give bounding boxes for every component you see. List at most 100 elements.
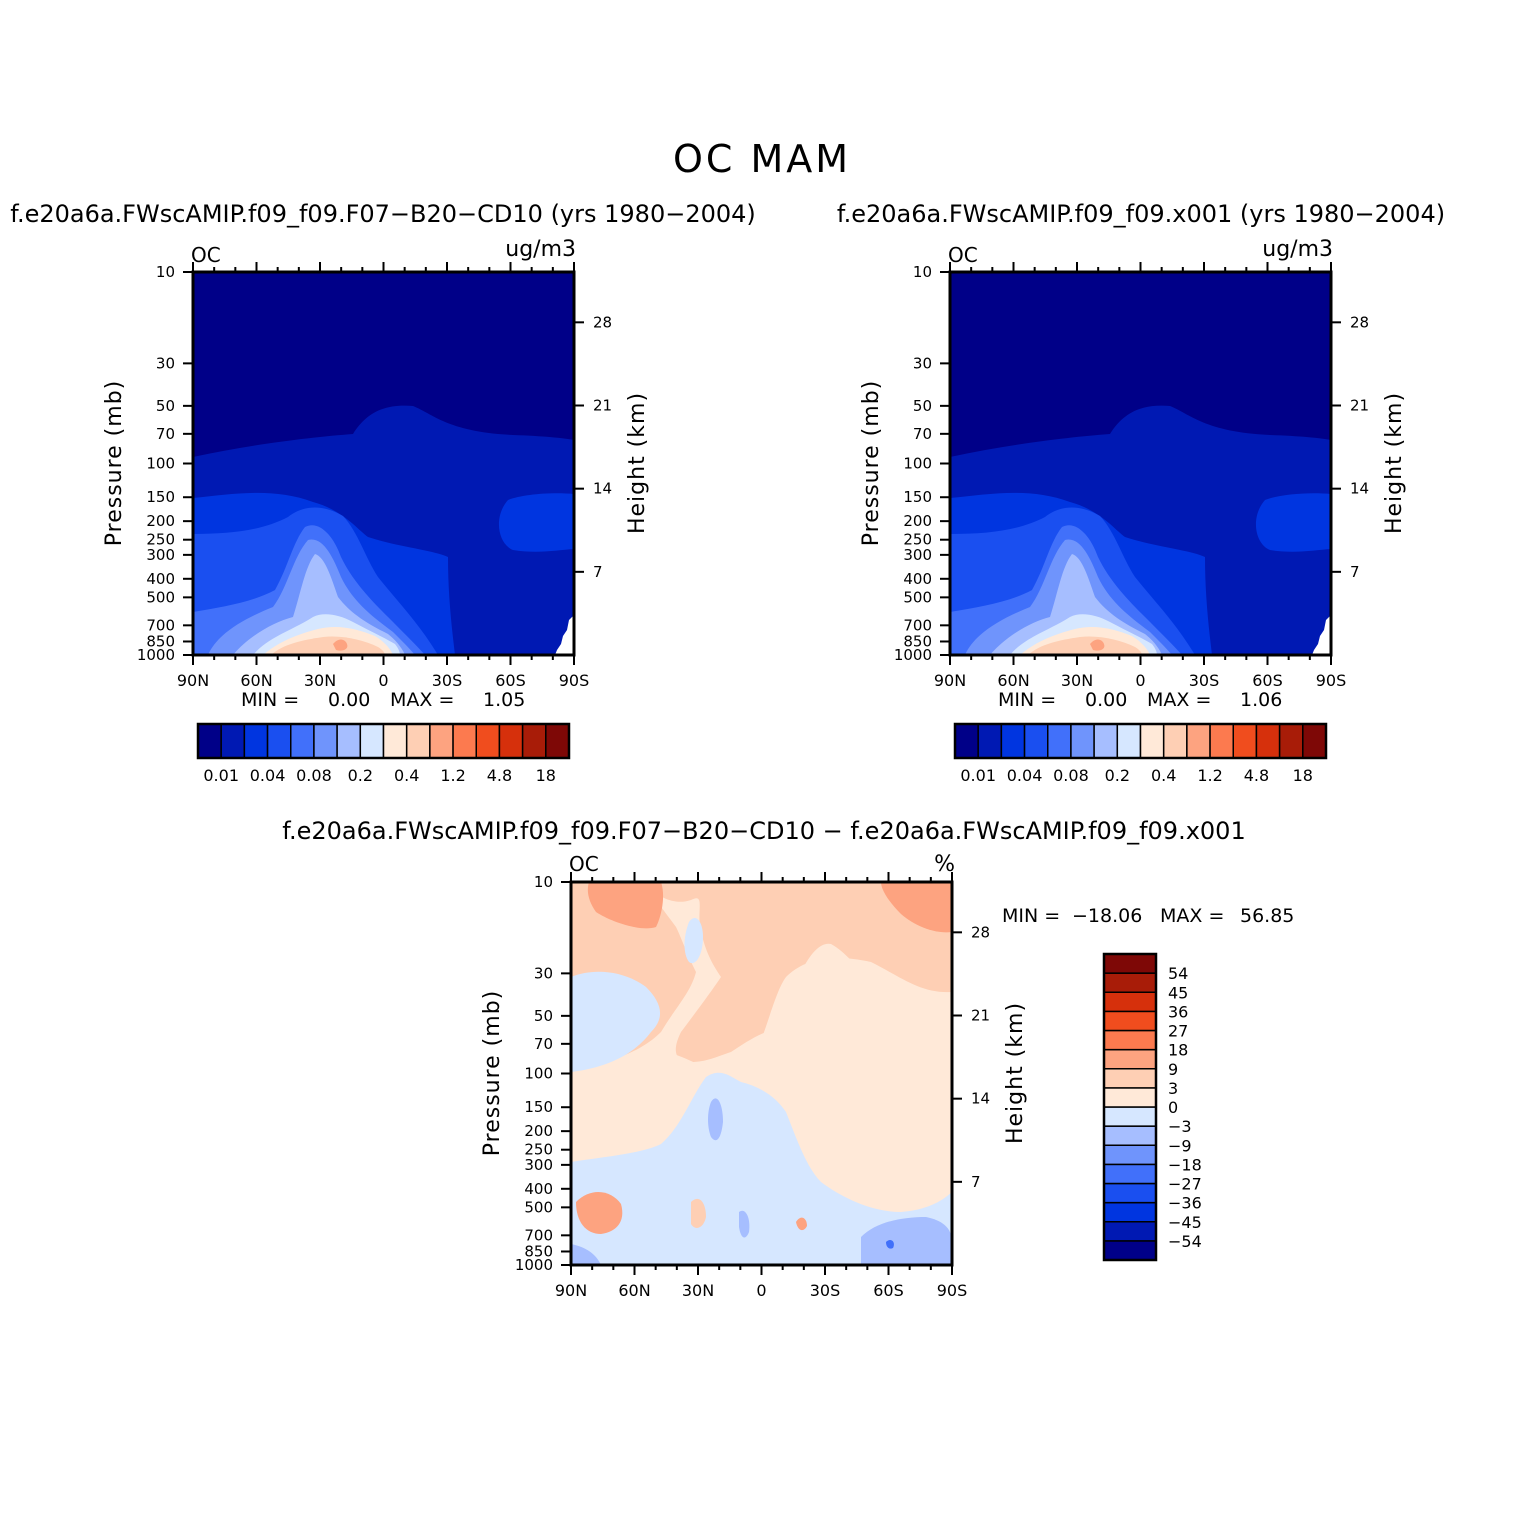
panel-1-p-label-1000: 1000	[137, 646, 175, 664]
panel-1-p-label-250: 250	[146, 531, 175, 549]
panel-2-contour-level-2b	[1255, 493, 1331, 552]
panel-2-cb-label-0.04: 0.04	[1007, 766, 1043, 785]
panel-2-title: f.e20a6a.FWscAMIP.f09_f09.x001 (yrs 1980…	[837, 200, 1445, 228]
panel-1-p-label-10: 10	[156, 263, 175, 281]
panel-1-p-label-150: 150	[146, 488, 175, 506]
panel-2-units: ug/m3	[1262, 237, 1333, 262]
panel-1-cb-label-0.01: 0.01	[203, 766, 239, 785]
panel-2-cb-label-4.8: 4.8	[1244, 766, 1269, 785]
panel-1-p-label-500: 500	[146, 588, 175, 606]
panel-1: f.e20a6a.FWscAMIP.f09_f09.F07−B20−CD10 (…	[10, 200, 756, 785]
colorbar-swatch-15	[1302, 723, 1327, 759]
panel-2-min-label: MIN =	[998, 689, 1056, 711]
panel-2-cb-label-0.01: 0.01	[960, 766, 996, 785]
panel-2-h-label-14: 14	[1350, 480, 1369, 498]
panel-1-pressure-tick-labels: 10 30 50 70 100 150 200 250 300 400 500 …	[137, 263, 175, 664]
panel-1-x-label-60N: 60N	[240, 671, 272, 690]
colorbar-swatch-11	[1209, 723, 1234, 759]
panel-3-p-label-150: 150	[524, 1098, 553, 1116]
panel-1-p-label-70: 70	[156, 425, 175, 443]
colorbar-swatch-1	[977, 723, 1003, 759]
panel-3-cb-label-45: 45	[1168, 983, 1188, 1002]
colorbar-swatch-10	[1186, 723, 1211, 759]
panel-1-h-label-14: 14	[593, 480, 612, 498]
colorbar-swatch-4	[1047, 723, 1072, 759]
panel-3-cb-label-neg27: −27	[1168, 1175, 1202, 1194]
panel-1-ticks	[183, 262, 584, 665]
vcolorbar-swatch-7	[1103, 1106, 1157, 1127]
panel-2-p-label-100: 100	[903, 455, 932, 473]
panel-2-x-label-60N: 60N	[997, 671, 1029, 690]
panel-2-y-axis-label-right: Height (km)	[1382, 392, 1407, 534]
panel-3-cb-label-0: 0	[1168, 1098, 1178, 1117]
panel-2-colorbar-labels: 0.01 0.04 0.08 0.2 0.4 1.2 4.8 18	[960, 766, 1313, 785]
panel-3-h-label-14: 14	[971, 1090, 990, 1108]
panel-3-blue-spot-surface-2	[886, 1239, 894, 1249]
panel-2-max-value: 1.06	[1240, 689, 1282, 711]
panel-3-blue-patch-sh-surface	[861, 1217, 952, 1265]
panel-2-plot-area: 90N 60N 30N 0 30S 60S 90S 10 30 50 70 10…	[859, 262, 1407, 711]
vcolorbar-swatch-15	[1103, 953, 1157, 974]
panel-3-x-label-90N: 90N	[555, 1281, 587, 1300]
panel-2-x-label-30S: 30S	[1189, 671, 1220, 690]
panel-3-y-axis-label: Pressure (mb)	[480, 990, 505, 1157]
panel-3-x-label-0: 0	[756, 1281, 766, 1300]
panel-3-p-label-250: 250	[524, 1141, 553, 1159]
panel-3-blue-region-nh-upper	[571, 971, 661, 1072]
panel-3-cb-label-36: 36	[1168, 1002, 1188, 1021]
panel-1-p-label-100: 100	[146, 455, 175, 473]
panel-3-cb-label-neg3: −3	[1168, 1117, 1192, 1136]
panel-2: f.e20a6a.FWscAMIP.f09_f09.x001 (yrs 1980…	[837, 200, 1445, 785]
panel-3-height-tick-labels: 28 21 14 7	[971, 923, 990, 1191]
vcolorbar-swatch-0	[1103, 1240, 1157, 1261]
panel-3-orange-spot-sh	[796, 1217, 807, 1231]
panel-2-cb-label-0.4: 0.4	[1151, 766, 1176, 785]
panel-2-height-tick-labels: 28 21 14 7	[1350, 313, 1369, 581]
colorbar-swatch-0	[197, 723, 222, 759]
colorbar-swatch-14	[1278, 723, 1304, 759]
panel-3-blue-patch-nh-surface	[571, 1244, 601, 1265]
panel-1-title: f.e20a6a.FWscAMIP.f09_f09.F07−B20−CD10 (…	[10, 200, 756, 228]
panel-3-cb-label-neg45: −45	[1168, 1213, 1202, 1232]
panel-3-cb-label-9: 9	[1168, 1060, 1178, 1079]
panel-3-orange-patch-lower-mid	[691, 1198, 706, 1228]
colorbar-swatch-12	[1232, 723, 1258, 759]
panel-2-x-label-0: 0	[1135, 671, 1145, 690]
panel-2-p-label-700: 700	[903, 616, 932, 634]
colorbar-swatch-7	[1116, 723, 1142, 759]
panel-2-h-label-28: 28	[1350, 313, 1369, 331]
panel-3-p-label-70: 70	[534, 1035, 553, 1053]
panel-3-x-label-90S: 90S	[937, 1281, 968, 1300]
panel-1-colorbar-labels: 0.01 0.04 0.08 0.2 0.4 1.2 4.8 18	[203, 766, 556, 785]
colorbar-swatch-13	[1255, 723, 1281, 759]
vcolorbar-outline	[1102, 952, 1158, 1262]
panel-2-x-label-90N: 90N	[934, 671, 966, 690]
panel-2-p-label-400: 400	[903, 570, 932, 588]
panel-3-cb-label-18: 18	[1168, 1041, 1188, 1060]
vcolorbar-swatch-1	[1103, 1221, 1157, 1242]
vcolorbar-swatch-2	[1103, 1201, 1157, 1223]
panel-1-x-label-30N: 30N	[304, 671, 336, 690]
panel-3-min-label: MIN =	[1002, 905, 1060, 927]
panel-2-ticks	[940, 262, 1341, 665]
panel-1-x-label-90N: 90N	[177, 671, 209, 690]
colorbar-swatch-6	[336, 723, 362, 759]
panel-3-h-label-7: 7	[971, 1173, 981, 1191]
panel-1-units: ug/m3	[505, 237, 576, 262]
panel-3-colorbar-labels: 54 45 36 27 18 9 3 0 −3 −9 −18 −27 −36 −…	[1168, 964, 1202, 1251]
panel-2-p-label-30: 30	[913, 354, 932, 372]
panel-1-h-label-7: 7	[593, 563, 603, 581]
panel-2-p-label-50: 50	[913, 397, 932, 415]
panel-1-y-axis-label-right: Height (km)	[625, 392, 650, 534]
panel-3-p-label-100: 100	[524, 1065, 553, 1083]
colorbar-swatch-14	[521, 723, 547, 759]
colorbar-swatch-2	[1000, 723, 1026, 759]
panel-2-x-label-60S: 60S	[1252, 671, 1283, 690]
colorbar-swatch-8	[382, 723, 408, 759]
panel-3-orange-patch-top	[721, 882, 771, 901]
panel-3-blue-spot-surface	[739, 1210, 750, 1238]
vcolorbar-swatch-6	[1103, 1125, 1157, 1146]
panel-3-x-label-60N: 60N	[618, 1281, 650, 1300]
panel-2-x-label-30N: 30N	[1061, 671, 1093, 690]
vcolorbar-swatch-9	[1103, 1068, 1157, 1089]
